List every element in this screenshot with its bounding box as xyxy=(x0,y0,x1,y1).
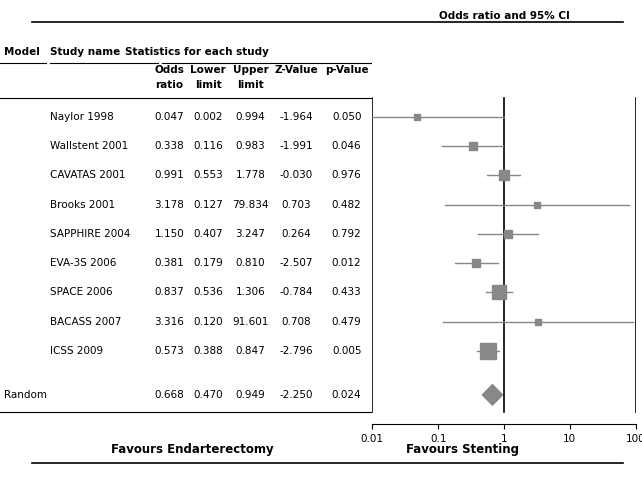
Text: ratio: ratio xyxy=(155,80,184,90)
Text: -0.784: -0.784 xyxy=(280,287,313,297)
Text: Model: Model xyxy=(4,47,40,57)
Text: 0.703: 0.703 xyxy=(282,200,311,210)
Text: -2.250: -2.250 xyxy=(280,390,313,400)
Text: 0.179: 0.179 xyxy=(193,258,223,268)
Text: 0.976: 0.976 xyxy=(332,170,361,180)
Text: 0.536: 0.536 xyxy=(193,287,223,297)
Text: Study name: Study name xyxy=(50,47,120,57)
Text: Brooks 2001: Brooks 2001 xyxy=(50,200,115,210)
Text: 0.024: 0.024 xyxy=(332,390,361,400)
Text: 0.482: 0.482 xyxy=(332,200,361,210)
Text: 0.005: 0.005 xyxy=(332,346,361,356)
Text: 0.479: 0.479 xyxy=(332,317,361,327)
Text: 3.247: 3.247 xyxy=(236,229,265,239)
Text: limit: limit xyxy=(237,80,264,90)
Text: 0.012: 0.012 xyxy=(332,258,361,268)
Text: 0.573: 0.573 xyxy=(155,346,184,356)
Text: 1.778: 1.778 xyxy=(236,170,265,180)
Text: Wallstent 2001: Wallstent 2001 xyxy=(50,141,128,151)
Text: 0.433: 0.433 xyxy=(332,287,361,297)
Text: 0.381: 0.381 xyxy=(155,258,184,268)
Text: Favours Stenting: Favours Stenting xyxy=(406,443,519,456)
Text: 3.316: 3.316 xyxy=(155,317,184,327)
Text: 0.264: 0.264 xyxy=(282,229,311,239)
Text: p-Value: p-Value xyxy=(325,65,369,75)
Text: EVA-3S 2006: EVA-3S 2006 xyxy=(50,258,116,268)
Text: 79.834: 79.834 xyxy=(232,200,268,210)
Text: 1.306: 1.306 xyxy=(236,287,265,297)
Text: 0.050: 0.050 xyxy=(332,112,361,122)
Text: -1.964: -1.964 xyxy=(280,112,313,122)
Text: Z-Value: Z-Value xyxy=(275,65,318,75)
Text: 0.994: 0.994 xyxy=(236,112,265,122)
Polygon shape xyxy=(482,385,503,405)
Text: ICSS 2009: ICSS 2009 xyxy=(50,346,103,356)
Text: 0.792: 0.792 xyxy=(332,229,361,239)
Text: Lower: Lower xyxy=(190,65,226,75)
Text: Favours Endarterectomy: Favours Endarterectomy xyxy=(111,443,274,456)
Text: 0.002: 0.002 xyxy=(193,112,223,122)
Text: BACASS 2007: BACASS 2007 xyxy=(50,317,121,327)
Text: 0.810: 0.810 xyxy=(236,258,265,268)
Text: 3.178: 3.178 xyxy=(155,200,184,210)
Text: 0.470: 0.470 xyxy=(193,390,223,400)
Text: -1.991: -1.991 xyxy=(280,141,313,151)
Text: Statistics for each study: Statistics for each study xyxy=(125,47,268,57)
Text: -0.030: -0.030 xyxy=(280,170,313,180)
Text: Odds: Odds xyxy=(155,65,184,75)
Text: -2.796: -2.796 xyxy=(280,346,313,356)
Text: SAPPHIRE 2004: SAPPHIRE 2004 xyxy=(50,229,130,239)
Text: limit: limit xyxy=(195,80,221,90)
Text: 0.949: 0.949 xyxy=(236,390,265,400)
Text: Naylor 1998: Naylor 1998 xyxy=(50,112,114,122)
Text: 0.553: 0.553 xyxy=(193,170,223,180)
Text: Random: Random xyxy=(4,390,47,400)
Text: Odds ratio and 95% CI: Odds ratio and 95% CI xyxy=(438,11,569,21)
Text: 0.338: 0.338 xyxy=(155,141,184,151)
Text: 0.388: 0.388 xyxy=(193,346,223,356)
Text: 0.046: 0.046 xyxy=(332,141,361,151)
Text: SPACE 2006: SPACE 2006 xyxy=(50,287,113,297)
Text: 0.407: 0.407 xyxy=(193,229,223,239)
Text: 0.127: 0.127 xyxy=(193,200,223,210)
Text: 1.150: 1.150 xyxy=(155,229,184,239)
Text: Upper: Upper xyxy=(232,65,268,75)
Text: CAVATAS 2001: CAVATAS 2001 xyxy=(50,170,126,180)
Text: -2.507: -2.507 xyxy=(280,258,313,268)
Text: 91.601: 91.601 xyxy=(232,317,268,327)
Text: 0.047: 0.047 xyxy=(155,112,184,122)
Text: 0.120: 0.120 xyxy=(193,317,223,327)
Text: 0.847: 0.847 xyxy=(236,346,265,356)
Text: 0.116: 0.116 xyxy=(193,141,223,151)
Text: 0.837: 0.837 xyxy=(155,287,184,297)
Text: 0.668: 0.668 xyxy=(155,390,184,400)
Text: 0.991: 0.991 xyxy=(155,170,184,180)
Text: 0.983: 0.983 xyxy=(236,141,265,151)
Text: 0.708: 0.708 xyxy=(282,317,311,327)
